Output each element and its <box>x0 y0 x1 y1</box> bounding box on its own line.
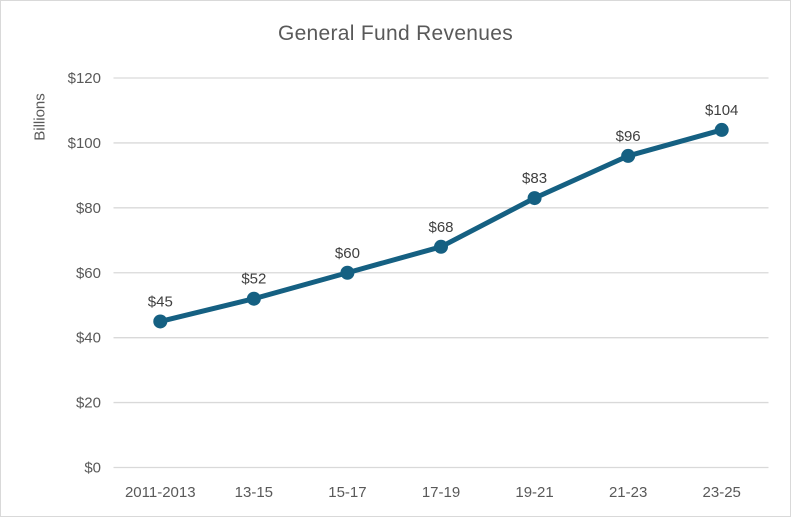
data-label: $45 <box>148 293 173 310</box>
y-tick-label: $40 <box>76 330 101 347</box>
x-tick-label: 2011-2013 <box>125 484 196 501</box>
data-label: $83 <box>522 170 547 187</box>
chart-title: General Fund Revenues <box>277 22 514 45</box>
y-tick-label: $80 <box>76 200 101 217</box>
data-point-marker <box>153 314 168 329</box>
x-tick-label: 13-15 <box>235 484 273 501</box>
data-point-marker <box>714 122 729 137</box>
data-point-marker <box>340 265 355 280</box>
data-point-marker <box>621 148 636 163</box>
data-point-marker <box>246 291 261 306</box>
y-tick-label: $100 <box>68 135 101 152</box>
data-label: $96 <box>616 128 641 145</box>
x-tick-label: 15-17 <box>328 484 366 501</box>
x-tick-label: 17-19 <box>422 484 460 501</box>
y-tick-label: $60 <box>76 265 101 282</box>
data-label: $60 <box>335 245 360 262</box>
data-label: $52 <box>241 271 266 288</box>
data-label: $68 <box>428 219 453 236</box>
data-label: $104 <box>705 102 738 119</box>
x-tick-label: 23-25 <box>703 484 741 501</box>
y-tick-label: $20 <box>76 395 101 412</box>
y-tick-label: $0 <box>84 460 101 477</box>
data-point-marker <box>434 239 448 254</box>
data-point-marker <box>527 191 542 206</box>
y-tick-label: $120 <box>68 70 101 87</box>
x-tick-label: 19-21 <box>515 484 553 501</box>
x-tick-label: 21-23 <box>609 484 647 501</box>
